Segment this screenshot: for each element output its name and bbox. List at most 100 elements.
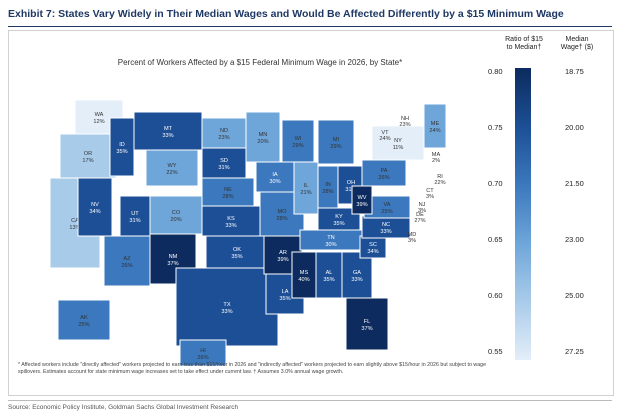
state-code-ar: AR xyxy=(279,250,287,256)
state-code-ut: UT xyxy=(131,211,139,217)
state-shape-ga xyxy=(341,251,373,299)
state-code-ga: GA xyxy=(353,270,361,276)
callout-vt: VT 24% xyxy=(379,130,390,142)
state-pct-mt: 33% xyxy=(162,133,173,139)
state-code-mi: MI xyxy=(333,137,340,143)
callout-ct: CT 3% xyxy=(426,188,434,200)
state-pct-il: 21% xyxy=(300,190,311,196)
callout-md: MD 3% xyxy=(408,232,417,244)
state-shape-ks xyxy=(201,205,261,237)
state-pct-la: 35% xyxy=(279,296,290,302)
callout-nh: NH 23% xyxy=(399,116,410,128)
callout-de: DE 27% xyxy=(414,212,425,224)
state-code-ak: AK xyxy=(80,315,88,321)
state-code-ne: NE xyxy=(224,187,232,193)
state-code-al: AL xyxy=(326,270,333,276)
state-code-hi: HI xyxy=(200,348,206,354)
state-code-va: VA xyxy=(383,202,390,208)
state-code-wa: WA xyxy=(95,112,104,118)
legend-wage-tick: 25.00 xyxy=(565,291,584,300)
state-code-la: LA xyxy=(282,289,289,295)
state-code-ks: KS xyxy=(227,216,235,222)
state-pct-ca: 13% xyxy=(69,225,80,231)
state-shape-mn xyxy=(245,111,281,163)
state-pct-sd: 31% xyxy=(218,165,229,171)
state-code-or: OR xyxy=(84,151,92,157)
state-code-wy: WY xyxy=(167,163,176,169)
state-pct-ne: 28% xyxy=(222,194,233,200)
state-pct-ia: 30% xyxy=(269,179,280,185)
state-pct-wv: 39% xyxy=(356,202,367,208)
state-code-nc: NC xyxy=(382,222,390,228)
state-code-mo: MO xyxy=(277,209,287,215)
state-code-me: ME xyxy=(431,121,440,127)
state-pct-mi: 29% xyxy=(330,144,341,150)
state-pct-or: 17% xyxy=(82,158,93,164)
state-shape-ne xyxy=(201,177,255,207)
state-shape-co xyxy=(149,195,203,235)
legend-ratio-tick: 0.75 xyxy=(488,123,503,132)
state-shape-fl xyxy=(345,297,389,351)
state-pct-in: 28% xyxy=(322,189,333,195)
state-shape-ak xyxy=(57,299,111,341)
state-pct-ar: 39% xyxy=(277,257,288,263)
state-code-oh: OH xyxy=(347,180,355,186)
callout-ri: RI 22% xyxy=(434,174,445,186)
state-code-in: IN xyxy=(325,182,331,188)
state-code-ok: OK xyxy=(233,247,241,253)
legend-wage-tick: 21.50 xyxy=(565,179,584,188)
footnote: * Affected workers include "directly aff… xyxy=(18,362,487,376)
state-shape-me xyxy=(423,103,447,149)
state-code-co: CO xyxy=(172,210,181,216)
source-note: Source: Economic Policy Institute, Goldm… xyxy=(8,400,612,411)
state-code-fl: FL xyxy=(364,319,371,325)
state-code-id: ID xyxy=(119,142,125,148)
state-code-pa: PA xyxy=(380,168,387,174)
legend-ratio-header: Ratio of $15 to Median† xyxy=(505,36,543,52)
state-pct-wa: 12% xyxy=(93,119,104,125)
state-code-tx: TX xyxy=(223,302,230,308)
state-shape-ok xyxy=(205,235,269,269)
callout-ma: MA 2% xyxy=(432,152,441,164)
legend-ratio-tick: 0.80 xyxy=(488,67,503,76)
state-shape-or xyxy=(59,133,117,179)
state-pct-al: 35% xyxy=(323,277,334,283)
state-pct-ok: 35% xyxy=(231,254,242,260)
state-code-tn: TN xyxy=(327,235,334,241)
state-shape-nd xyxy=(201,117,247,149)
state-code-sc: SC xyxy=(369,242,377,248)
state-shape-wy xyxy=(145,149,199,187)
legend-ratio-tick: 0.70 xyxy=(488,179,503,188)
state-code-mt: MT xyxy=(164,126,173,132)
exhibit-title: Exhibit 7: States Vary Widely in Their M… xyxy=(8,8,564,20)
state-code-wi: WI xyxy=(295,136,302,142)
state-pct-wi: 29% xyxy=(292,143,303,149)
state-shape-mt xyxy=(133,111,203,151)
state-pct-tn: 30% xyxy=(325,242,336,248)
